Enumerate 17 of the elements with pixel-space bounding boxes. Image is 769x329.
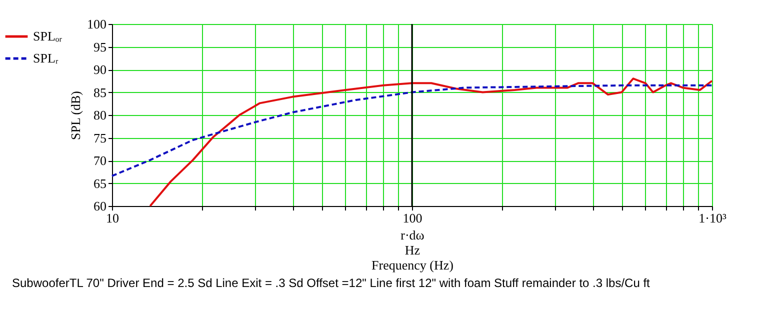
- text: SubwooferTL 70" Driver End = 2.5 Sd Line Exit = .3 Sd Offset =12" Line first 12" with foam Stuff remainder to .3 lbs/Cu ft: [12, 276, 651, 290]
- y-axis-title: SPL (dB): [68, 91, 83, 140]
- legend-label: SPLᵣ: [33, 50, 58, 66]
- y-tick-label: 90: [94, 62, 106, 77]
- y-tick-label: 80: [94, 108, 106, 122]
- x-tick-label: 100: [402, 210, 422, 226]
- y-tick-label: 60: [94, 198, 106, 214]
- x-axis-title: r·dω Hz Frequency (Hz): [372, 228, 454, 272]
- y-tick-label: 85: [94, 84, 106, 100]
- y-tick-label: 70: [94, 153, 106, 168]
- y-tick-label: 75: [94, 130, 106, 146]
- x-tick-label: 1·10³: [698, 210, 726, 226]
- y-tick-label: 95: [94, 39, 106, 54]
- y-tick-label: 100: [87, 16, 106, 32]
- y-tick-label: 65: [94, 176, 106, 191]
- legend-label: SPLₒᵣ: [33, 28, 62, 44]
- x-tick-label: 10: [106, 210, 119, 226]
